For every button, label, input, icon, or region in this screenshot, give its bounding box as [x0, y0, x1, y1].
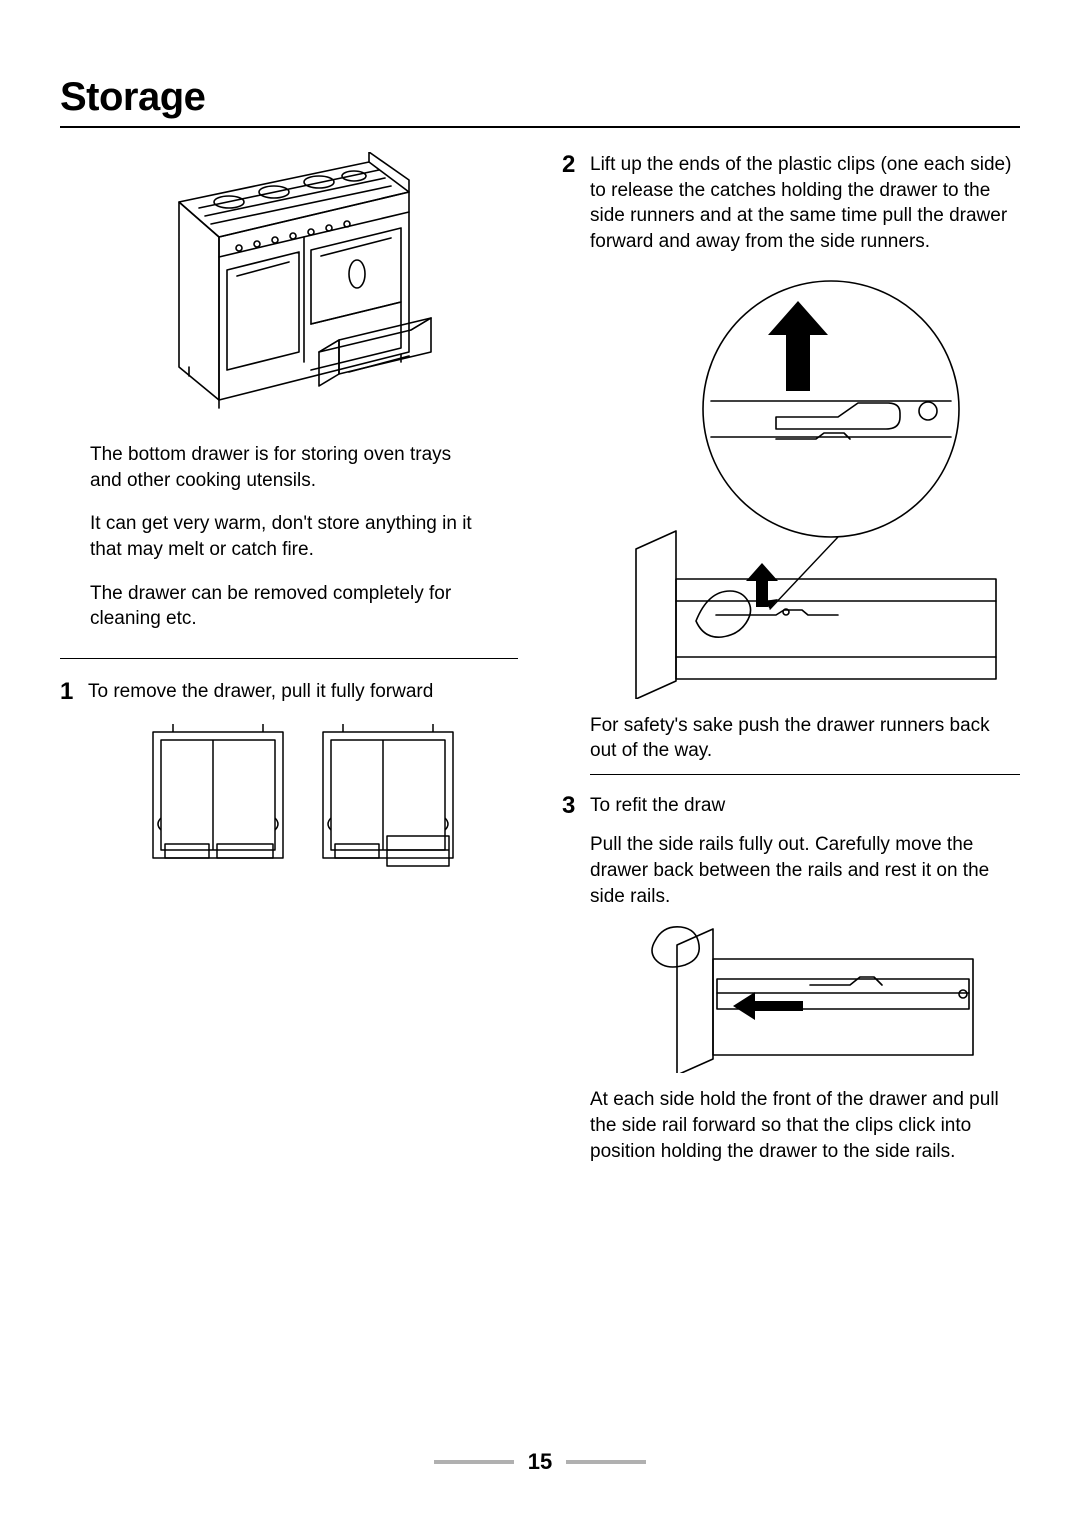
figure-clip-detail	[562, 279, 1020, 699]
step-1: 1 To remove the drawer, pull it fully fo…	[60, 679, 518, 893]
intro-block: The bottom drawer is for storing oven tr…	[60, 152, 518, 659]
refit-rail-svg	[625, 923, 985, 1073]
step-3-lead: To refit the draw	[590, 793, 1020, 819]
step-2-body: Lift up the ends of the plastic clips (o…	[590, 152, 1020, 269]
step-3: 3 To refit the draw Pull the side rails …	[562, 793, 1020, 1178]
drawer-top-svg	[133, 718, 473, 878]
page-title: Storage	[60, 75, 1020, 128]
page-number: 15	[528, 1449, 552, 1475]
step-1-text: To remove the drawer, pull it fully forw…	[88, 679, 518, 705]
step-1-body: To remove the drawer, pull it fully forw…	[88, 679, 518, 893]
step-2-text: Lift up the ends of the plastic clips (o…	[590, 152, 1020, 255]
right-column: 2 Lift up the ends of the plastic clips …	[562, 152, 1020, 1188]
step-3-p1: Pull the side rails fully out. Carefully…	[590, 832, 1020, 909]
intro-p3: The drawer can be removed completely for…	[90, 581, 488, 632]
figure-refit-rail	[590, 923, 1020, 1073]
step-3-p2: At each side hold the front of the drawe…	[590, 1087, 1020, 1164]
page-footer: 15	[0, 1449, 1080, 1475]
separator-after-step2	[590, 774, 1020, 775]
clip-detail-svg	[576, 279, 1006, 699]
intro-p1: The bottom drawer is for storing oven tr…	[90, 442, 488, 493]
intro-text: The bottom drawer is for storing oven tr…	[60, 442, 518, 632]
step-3-number: 3	[562, 793, 590, 819]
intro-p2: It can get very warm, don't store anythi…	[90, 511, 488, 562]
footer-rule-left	[434, 1460, 514, 1464]
step-1-number: 1	[60, 679, 88, 705]
figure-oven-iso	[60, 152, 518, 422]
footer-rule-right	[566, 1460, 646, 1464]
left-column: The bottom drawer is for storing oven tr…	[60, 152, 518, 1188]
oven-iso-svg	[139, 152, 439, 422]
step-2-after: For safety's sake push the drawer runner…	[590, 713, 1020, 764]
step-2-number: 2	[562, 152, 590, 178]
content-columns: The bottom drawer is for storing oven tr…	[60, 152, 1020, 1188]
figure-drawer-top-pair	[88, 718, 518, 878]
step-3-body: To refit the draw Pull the side rails fu…	[590, 793, 1020, 1178]
step-2: 2 Lift up the ends of the plastic clips …	[562, 152, 1020, 269]
